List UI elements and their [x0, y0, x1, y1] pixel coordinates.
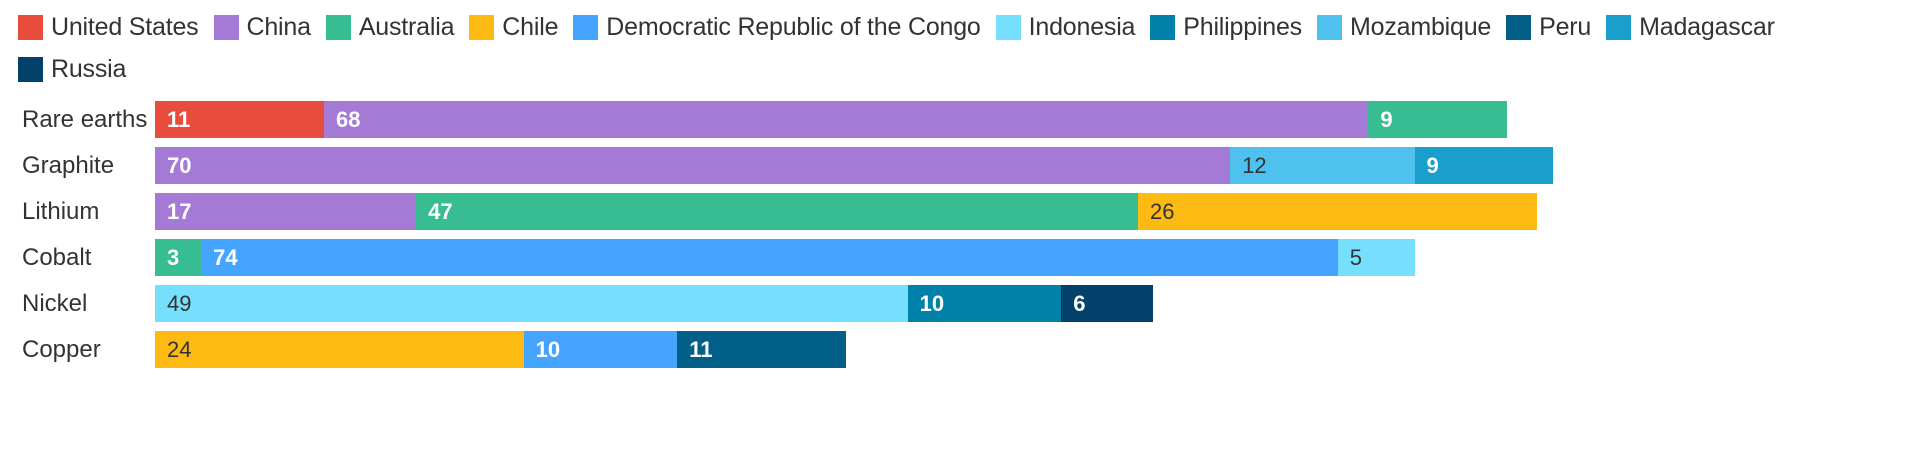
legend-label: Chile [502, 12, 559, 41]
bar-segment[interactable]: 11 [677, 331, 847, 368]
bar-row: Lithium 17 47 26 [0, 193, 1920, 230]
bar-row: Graphite 70 12 9 [0, 147, 1920, 184]
legend-label: Philippines [1183, 12, 1302, 41]
bar-row: Rare earths 11 68 9 [0, 101, 1920, 138]
legend-swatch-icon [469, 14, 495, 40]
bar-segment[interactable]: 9 [1368, 101, 1507, 138]
bar-segment[interactable]: 74 [201, 239, 1338, 276]
bar-segment[interactable]: 10 [907, 285, 1062, 322]
segment-value-label: 49 [167, 291, 192, 316]
legend-label: Indonesia [1028, 12, 1136, 41]
bar-segment[interactable]: 3 [155, 239, 202, 276]
bar-segment[interactable]: 6 [1061, 285, 1154, 322]
legend-item[interactable]: Australia [325, 10, 455, 44]
legend-label: Madagascar [1639, 12, 1775, 41]
category-label: Copper [22, 336, 101, 363]
bar-segment[interactable]: 5 [1337, 239, 1415, 276]
bar-segment[interactable]: 11 [155, 101, 324, 138]
legend-item[interactable]: United States [18, 10, 199, 44]
segment-value-label: 74 [213, 245, 238, 270]
stacked-bar: 24 10 11 [155, 331, 847, 368]
segment-value-label: 10 [919, 291, 945, 316]
bar-segment[interactable]: 47 [416, 193, 1139, 230]
segment-value-label: 17 [167, 199, 192, 224]
legend-swatch-icon [1606, 14, 1632, 40]
bar-segment[interactable]: 68 [323, 101, 1369, 138]
bar-segment[interactable]: 17 [155, 193, 417, 230]
legend-item[interactable]: Mozambique [1316, 10, 1492, 44]
segment-value-label: 12 [1242, 153, 1267, 178]
segment-value-label: 3 [167, 245, 180, 270]
legend-label: Australia [358, 12, 455, 41]
chart-legend: United States China Australia Chile Democrat… [18, 10, 1908, 86]
segment-value-label: 6 [1073, 291, 1086, 316]
segment-value-label: 68 [335, 107, 361, 132]
legend-label: Russia [51, 54, 127, 83]
legend-item[interactable]: China [213, 10, 312, 44]
category-label: Nickel [22, 290, 88, 317]
stacked-bar: 17 47 26 [155, 193, 1538, 230]
segment-value-label: 11 [167, 107, 191, 132]
legend-swatch-icon [213, 14, 239, 40]
category-label: Rare earths [22, 106, 148, 133]
stacked-bar: 49 10 6 [155, 285, 1154, 322]
legend-label: Peru [1539, 12, 1592, 41]
bar-segment[interactable]: 10 [523, 331, 678, 368]
category-label: Lithium [22, 198, 100, 225]
legend-swatch-icon [573, 14, 599, 40]
legend-item[interactable]: Indonesia [995, 10, 1136, 44]
legend-swatch-icon [18, 56, 43, 82]
stacked-bar: 70 12 9 [155, 147, 1553, 184]
segment-value-label: 9 [1380, 107, 1393, 132]
bar-segment[interactable]: 49 [155, 285, 908, 322]
legend-item[interactable]: Philippines [1150, 10, 1302, 44]
stacked-bar: 3 74 5 [155, 239, 1415, 276]
segment-value-label: 70 [167, 153, 192, 178]
bar-segment[interactable]: 24 [155, 331, 524, 368]
legend-item[interactable]: Peru [1506, 10, 1591, 44]
legend-swatch-icon [1506, 14, 1532, 40]
legend-label: Mozambique [1349, 12, 1492, 41]
category-label: Graphite [22, 152, 115, 179]
legend-item[interactable]: Madagascar [1606, 10, 1775, 44]
segment-value-label: 10 [535, 337, 561, 362]
bar-segment[interactable]: 70 [155, 147, 1231, 184]
bar-segment[interactable]: 26 [1138, 193, 1538, 230]
legend-label: China [246, 12, 312, 41]
stacked-bar: 11 68 9 [155, 101, 1507, 138]
bar-segment[interactable]: 9 [1414, 147, 1553, 184]
segment-value-label: 26 [1150, 199, 1175, 224]
legend-swatch-icon [1316, 14, 1342, 40]
segment-value-label: 11 [689, 337, 713, 362]
legend-swatch-icon [18, 14, 43, 40]
legend-swatch-icon [1150, 14, 1176, 40]
segment-value-label: 47 [428, 199, 453, 224]
category-label: Cobalt [22, 244, 92, 271]
bar-row: Nickel 49 10 6 [0, 285, 1920, 322]
legend-swatch-icon [325, 14, 351, 40]
segment-value-label: 5 [1349, 245, 1362, 270]
segment-value-label: 9 [1426, 153, 1439, 178]
bar-segment[interactable]: 12 [1230, 147, 1415, 184]
legend-label: United States [51, 12, 199, 41]
legend-label: Democratic Republic of the Congo [606, 12, 981, 41]
segment-value-label: 24 [167, 337, 192, 362]
legend-item[interactable]: Chile [469, 10, 558, 44]
bar-row: Copper 24 10 11 [0, 331, 1920, 368]
legend-swatch-icon [995, 14, 1021, 40]
bar-row: Cobalt 3 74 5 [0, 239, 1920, 276]
legend-item[interactable]: Russia [18, 52, 126, 86]
legend-item[interactable]: Democratic Republic of the Congo [573, 10, 981, 44]
